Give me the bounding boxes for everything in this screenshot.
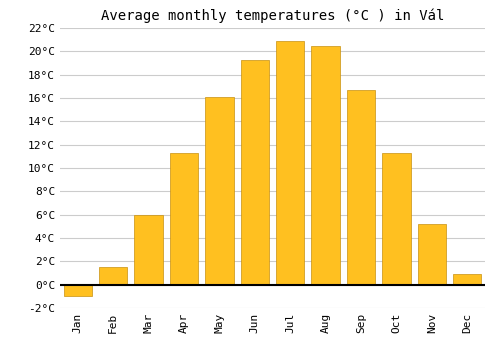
Bar: [276, 41, 304, 285]
Bar: [99, 267, 128, 285]
Bar: [453, 274, 482, 285]
Bar: [64, 285, 92, 296]
Title: Average monthly temperatures (°C ) in Vál: Average monthly temperatures (°C ) in Vá…: [101, 8, 444, 23]
Bar: [382, 153, 410, 285]
Bar: [170, 153, 198, 285]
Bar: [312, 46, 340, 285]
Bar: [205, 97, 234, 285]
Bar: [134, 215, 162, 285]
Bar: [418, 224, 446, 285]
Bar: [240, 60, 269, 285]
Bar: [347, 90, 375, 285]
